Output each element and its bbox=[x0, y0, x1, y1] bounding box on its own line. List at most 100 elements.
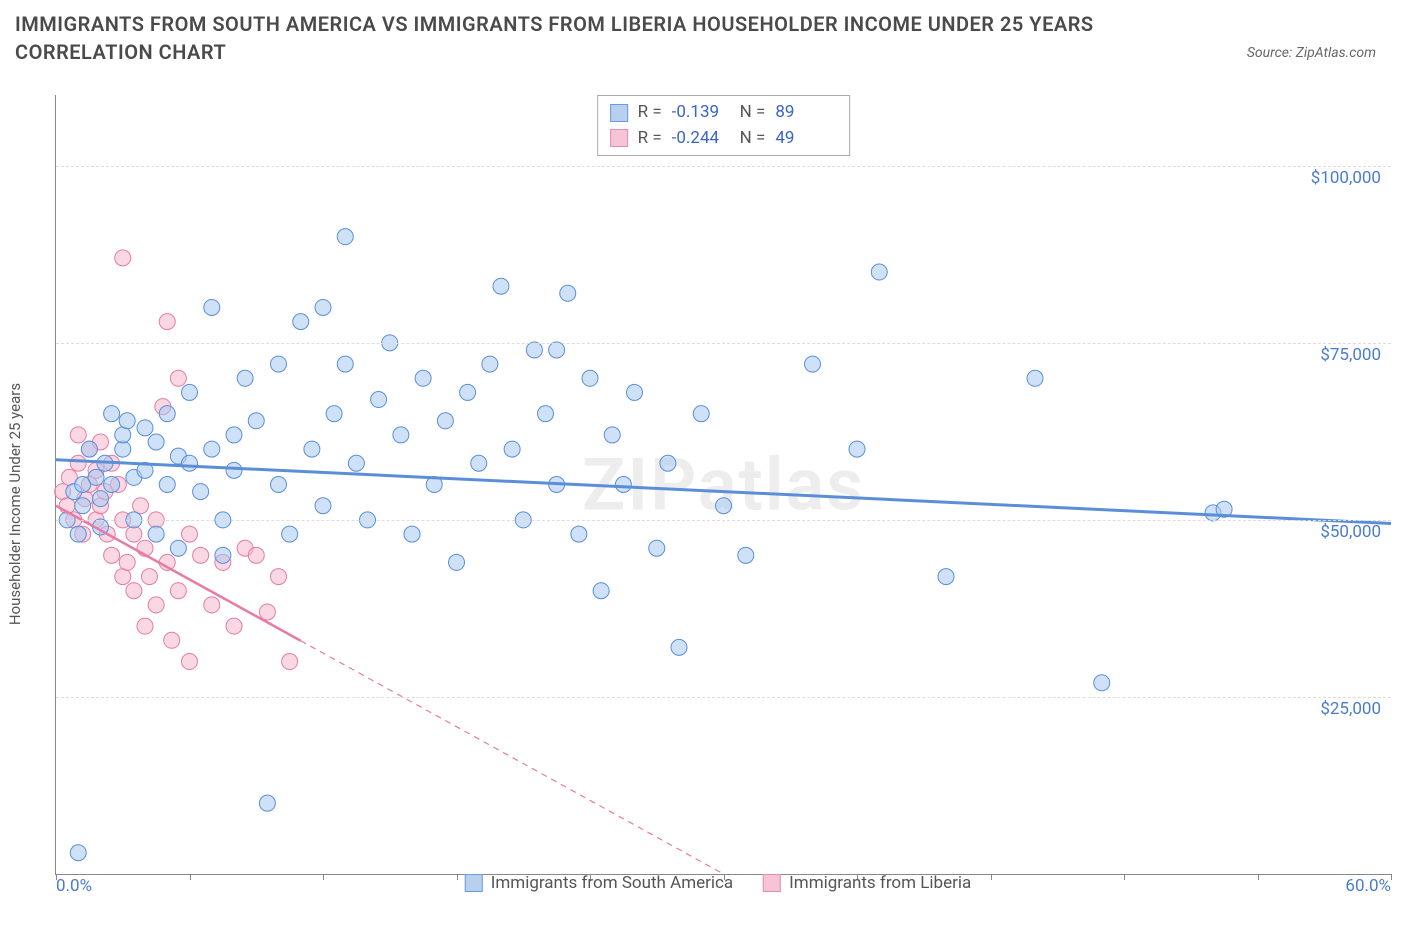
data-point bbox=[671, 639, 687, 655]
y-tick-label: $75,000 bbox=[1320, 345, 1381, 365]
data-point bbox=[159, 406, 175, 422]
data-point bbox=[282, 654, 298, 670]
data-point bbox=[126, 583, 142, 599]
data-point bbox=[337, 356, 353, 372]
legend-item-series1: Immigrants from South America bbox=[465, 873, 733, 893]
grid-line bbox=[56, 166, 1391, 167]
data-point bbox=[104, 406, 120, 422]
data-point bbox=[348, 455, 364, 471]
data-point bbox=[237, 370, 253, 386]
data-point bbox=[70, 427, 86, 443]
stats-swatch-series2 bbox=[610, 129, 628, 147]
grid-line bbox=[56, 697, 1391, 698]
data-point bbox=[204, 597, 220, 613]
data-point bbox=[271, 356, 287, 372]
data-point bbox=[471, 455, 487, 471]
data-point bbox=[70, 845, 86, 861]
data-point bbox=[660, 455, 676, 471]
data-point bbox=[182, 384, 198, 400]
data-point bbox=[437, 413, 453, 429]
data-point bbox=[293, 314, 309, 330]
legend-swatch-series1 bbox=[465, 874, 483, 892]
data-point bbox=[604, 427, 620, 443]
data-point bbox=[504, 441, 520, 457]
x-tick bbox=[457, 874, 458, 880]
x-tick bbox=[323, 874, 324, 880]
data-point bbox=[193, 484, 209, 500]
data-point bbox=[141, 569, 157, 585]
data-point bbox=[164, 632, 180, 648]
data-point bbox=[526, 342, 542, 358]
data-point bbox=[115, 427, 131, 443]
chart-container: Householder Income Under 25 years ZIPatl… bbox=[45, 95, 1391, 895]
data-point bbox=[248, 547, 264, 563]
data-point bbox=[115, 569, 131, 585]
data-point bbox=[159, 314, 175, 330]
data-point bbox=[215, 547, 231, 563]
data-point bbox=[119, 413, 135, 429]
data-point bbox=[115, 441, 131, 457]
data-point bbox=[70, 526, 86, 542]
data-point bbox=[148, 526, 164, 542]
plot-svg bbox=[56, 95, 1391, 874]
data-point bbox=[460, 384, 476, 400]
data-point bbox=[371, 392, 387, 408]
data-point bbox=[404, 526, 420, 542]
stats-r-value-2: -0.244 bbox=[672, 126, 722, 152]
data-point bbox=[649, 540, 665, 556]
x-tick bbox=[1391, 874, 1392, 880]
data-point bbox=[849, 441, 865, 457]
data-point bbox=[326, 406, 342, 422]
stats-swatch-series1 bbox=[610, 104, 628, 122]
data-point bbox=[871, 264, 887, 280]
data-point bbox=[415, 370, 431, 386]
data-point bbox=[560, 285, 576, 301]
chart-header: IMMIGRANTS FROM SOUTH AMERICA VS IMMIGRA… bbox=[15, 10, 1391, 66]
data-point bbox=[571, 526, 587, 542]
data-point bbox=[137, 618, 153, 634]
data-point bbox=[538, 406, 554, 422]
data-point bbox=[315, 498, 331, 514]
data-point bbox=[493, 278, 509, 294]
trend-line bbox=[56, 506, 301, 641]
y-tick-label: $100,000 bbox=[1311, 168, 1381, 188]
data-point bbox=[204, 299, 220, 315]
data-point bbox=[248, 413, 264, 429]
y-tick-label: $50,000 bbox=[1320, 522, 1381, 542]
data-point bbox=[337, 229, 353, 245]
data-point bbox=[259, 604, 275, 620]
stats-r-label-1: R = bbox=[638, 100, 662, 126]
data-point bbox=[226, 427, 242, 443]
legend-swatch-series2 bbox=[763, 874, 781, 892]
x-max-label: 60.0% bbox=[1345, 876, 1391, 896]
x-min-label: 0.0% bbox=[56, 876, 92, 896]
data-point bbox=[593, 583, 609, 599]
data-point bbox=[615, 477, 631, 493]
stats-n-label-2: N = bbox=[740, 126, 766, 152]
x-tick bbox=[991, 874, 992, 880]
data-point bbox=[271, 477, 287, 493]
data-point bbox=[693, 406, 709, 422]
data-point bbox=[204, 441, 220, 457]
x-tick bbox=[1124, 874, 1125, 880]
data-point bbox=[193, 547, 209, 563]
data-point bbox=[104, 547, 120, 563]
data-point bbox=[70, 455, 86, 471]
data-point bbox=[115, 250, 131, 266]
data-point bbox=[148, 434, 164, 450]
data-point bbox=[75, 498, 91, 514]
data-point bbox=[119, 554, 135, 570]
data-point bbox=[93, 491, 109, 507]
source-attribution: Source: ZipAtlas.com bbox=[1247, 45, 1376, 61]
data-point bbox=[148, 597, 164, 613]
data-point bbox=[137, 420, 153, 436]
data-point bbox=[104, 477, 120, 493]
data-point bbox=[716, 498, 732, 514]
data-point bbox=[938, 569, 954, 585]
legend-label-series1: Immigrants from South America bbox=[491, 873, 733, 893]
trend-line-extrapolated bbox=[301, 641, 724, 874]
data-point bbox=[315, 299, 331, 315]
data-point bbox=[627, 384, 643, 400]
stats-r-value-1: -0.139 bbox=[672, 100, 722, 126]
data-point bbox=[1094, 675, 1110, 691]
